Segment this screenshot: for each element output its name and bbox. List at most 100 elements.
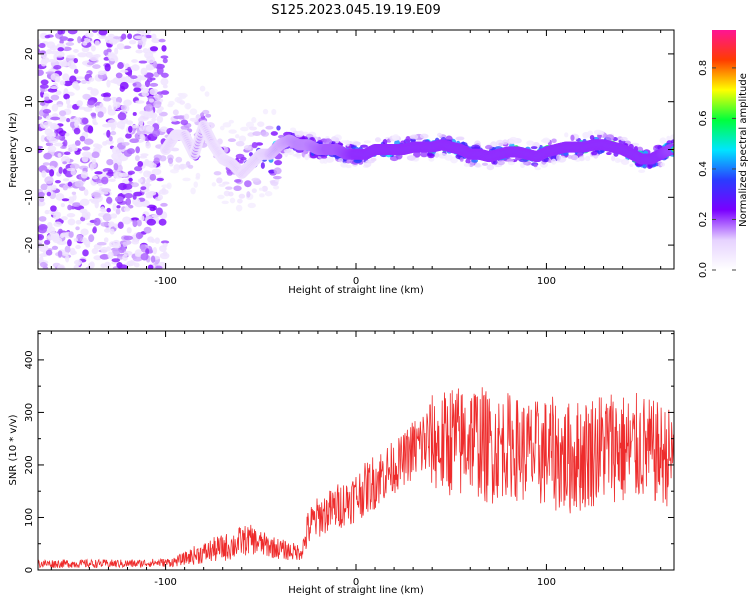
heatmap-cell: [102, 213, 112, 222]
heatmap-cell: [228, 119, 235, 124]
heatmap-cell: [131, 59, 139, 63]
heatmap-cell: [463, 163, 470, 167]
heatmap-cell: [222, 181, 230, 185]
y-tick-label: 300: [24, 403, 35, 422]
heatmap-cell: [60, 145, 67, 149]
heatmap-cell: [161, 184, 171, 188]
heatmap-cell: [78, 106, 86, 110]
heatmap-cell: [38, 201, 41, 206]
heatmap-cell: [233, 185, 242, 192]
heatmap-cell: [137, 178, 143, 183]
heatmap-cell: [265, 125, 274, 130]
heatmap-cell: [127, 125, 133, 133]
heatmap-cell: [131, 64, 140, 72]
heatmap-cell: [611, 155, 616, 162]
heatmap-cell: [50, 50, 60, 55]
heatmap-cell: [50, 116, 61, 121]
heatmap-cell: [459, 157, 464, 162]
heatmap-cell: [228, 191, 234, 197]
colorbar-label: Normalized spectral amplitude: [738, 73, 749, 227]
colorbar-tick-label: 0.2: [698, 212, 709, 228]
heatmap-cell: [74, 180, 84, 188]
heatmap-cell: [53, 64, 62, 70]
y-tick-label: -20: [24, 237, 35, 253]
heatmap-cell: [122, 45, 132, 50]
heatmap-cell: [67, 60, 76, 69]
heatmap-cell: [161, 45, 167, 52]
heatmap-cell: [103, 237, 109, 243]
heatmap-cell: [251, 177, 261, 182]
heatmap-cell: [108, 53, 118, 62]
heatmap-cell: [154, 95, 162, 101]
heatmap-cell: [481, 162, 489, 166]
x-tick-label: -100: [154, 577, 177, 588]
heatmap-cell: [160, 72, 169, 78]
heatmap-cell: [112, 239, 121, 246]
heatmap-cell: [519, 159, 528, 163]
heatmap-cell: [133, 87, 142, 93]
heatmap-cell: [76, 100, 84, 107]
heatmap-cell: [116, 43, 125, 50]
heatmap-cell: [260, 162, 265, 169]
heatmap-cell: [591, 151, 598, 156]
heatmap-cell: [49, 169, 55, 177]
heatmap-cell: [247, 202, 256, 209]
heatmap-cell: [589, 134, 595, 141]
heatmap-cell: [137, 161, 144, 168]
heatmap-cell: [103, 228, 111, 233]
heatmap-cell: [117, 62, 124, 69]
heatmap-cell: [178, 115, 184, 120]
heatmap-cell: [65, 255, 70, 263]
heatmap-cell: [107, 251, 114, 259]
heatmap-cell: [107, 109, 117, 116]
heatmap-cell: [258, 187, 264, 191]
heatmap-cell: [567, 155, 573, 159]
heatmap-cell: [419, 133, 429, 139]
heatmap-cell: [132, 219, 138, 228]
heatmap-cell: [106, 207, 111, 213]
heatmap-cell: [112, 103, 118, 111]
heatmap-cell: [340, 162, 348, 168]
heatmap-cell: [620, 158, 630, 165]
heatmap-cell: [91, 191, 101, 198]
heatmap-cell: [78, 186, 86, 191]
heatmap-cell: [38, 225, 48, 234]
heatmap-cell: [138, 118, 144, 127]
heatmap-cell: [125, 133, 132, 139]
heatmap-cell: [160, 202, 168, 207]
heatmap-cell: [345, 139, 350, 147]
heatmap-cell: [120, 69, 129, 73]
heatmap-cell: [252, 131, 262, 136]
heatmap-cell: [183, 113, 190, 120]
heatmap-cell: [323, 157, 328, 164]
heatmap-cell: [582, 133, 589, 137]
heatmap-cell: [130, 75, 138, 80]
heatmap-cell: [50, 73, 60, 81]
heatmap-cell: [234, 179, 242, 183]
heatmap-cell: [153, 157, 160, 164]
heatmap-cell: [55, 135, 62, 140]
heatmap-cell: [109, 38, 118, 45]
heatmap-cell: [59, 36, 69, 41]
heatmap-cell: [98, 30, 108, 36]
chart-title: S125.2023.045.19.19.E09: [271, 3, 440, 18]
heatmap-cell: [202, 109, 210, 115]
heatmap-cell: [39, 253, 48, 257]
heatmap-cell: [156, 115, 164, 124]
heatmap-cell: [157, 91, 164, 95]
heatmap-cell: [58, 115, 67, 122]
heatmap-cell: [114, 47, 119, 55]
heatmap-cell: [74, 84, 81, 91]
heatmap-cell: [160, 77, 169, 86]
heatmap-cell: [151, 38, 161, 44]
heatmap-cell: [67, 181, 73, 187]
heatmap-cell: [190, 187, 196, 195]
heatmap-cell: [67, 204, 72, 211]
heatmap-cell: [141, 35, 147, 43]
heatmap-cell: [103, 49, 109, 56]
heatmap-cell: [238, 135, 247, 143]
heatmap-cell: [145, 142, 152, 149]
heatmap-cell: [107, 119, 117, 127]
heatmap-cell: [73, 68, 79, 74]
